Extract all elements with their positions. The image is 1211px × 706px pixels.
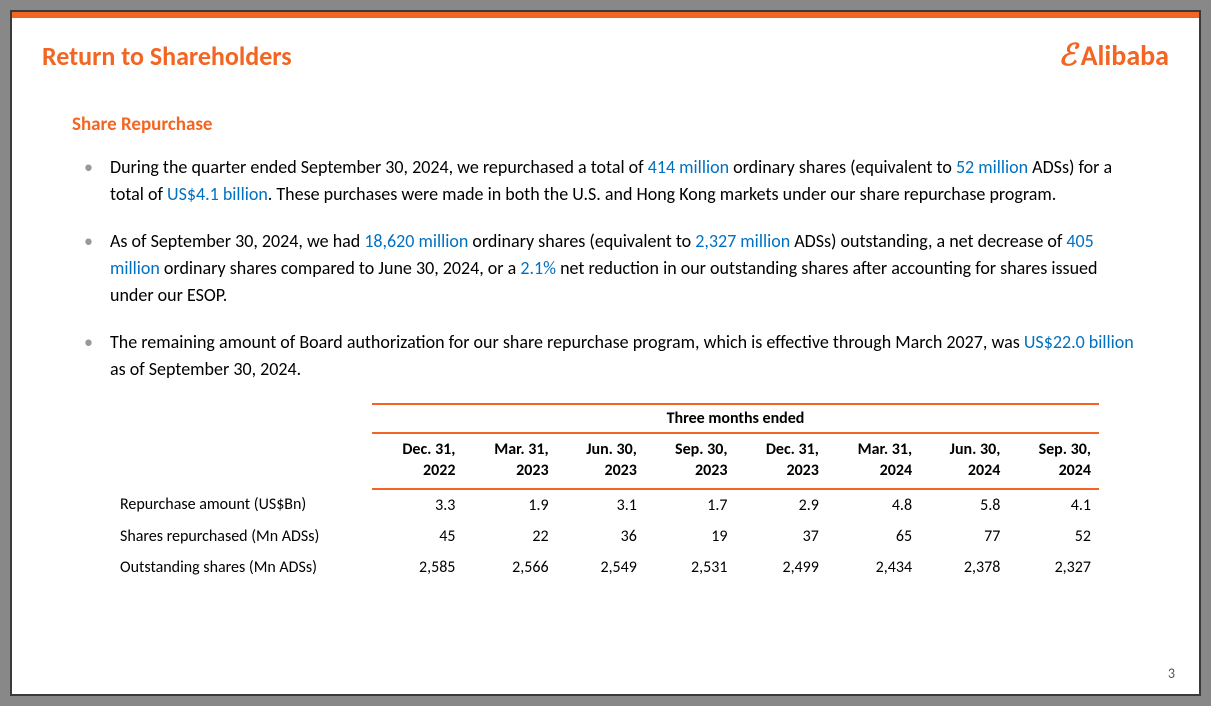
col-sep23: Sep. 30, 2023 <box>645 433 736 489</box>
table-row: Shares repurchased (Mn ADSs) 45 22 36 19… <box>112 521 1099 552</box>
table-row: Repurchase amount (US$Bn) 3.3 1.9 3.1 1.… <box>112 489 1099 521</box>
bullet-list: During the quarter ended September 30, 2… <box>72 154 1139 383</box>
highlight-4-1b: US$4.1 billion <box>167 183 268 205</box>
content: Share Repurchase During the quarter ende… <box>12 83 1199 583</box>
page-number: 3 <box>1168 665 1175 682</box>
bullet-2: As of September 30, 2024, we had 18,620 … <box>80 228 1139 309</box>
highlight-414m: 414 million <box>648 156 729 178</box>
row-label-outstanding: Outstanding shares (Mn ADSs) <box>112 552 372 583</box>
data-table-wrap: Three months ended Dec. 31, 2022 Mar. 31… <box>72 403 1139 583</box>
table-super-header: Three months ended <box>372 404 1099 433</box>
table-column-headers: Dec. 31, 2022 Mar. 31, 2023 Jun. 30, 202… <box>112 433 1099 489</box>
repurchase-table: Three months ended Dec. 31, 2022 Mar. 31… <box>112 403 1099 583</box>
table-super-header-row: Three months ended <box>112 404 1099 433</box>
table-blank-corner <box>112 404 372 433</box>
logo: ℰAlibaba <box>1058 38 1169 73</box>
highlight-2-1pct: 2.1% <box>520 257 556 279</box>
logo-icon: ℰ <box>1058 38 1076 73</box>
highlight-22b: US$22.0 billion <box>1024 331 1134 353</box>
table-blank-header <box>112 433 372 489</box>
col-jun23: Jun. 30, 2023 <box>557 433 645 489</box>
page-title: Return to Shareholders <box>42 40 292 72</box>
col-mar24: Mar. 31, 2024 <box>827 433 920 489</box>
row-label-shares: Shares repurchased (Mn ADSs) <box>112 521 372 552</box>
col-dec22: Dec. 31, 2022 <box>372 433 463 489</box>
slide: Return to Shareholders ℰAlibaba Share Re… <box>10 10 1201 696</box>
highlight-2327m: 2,327 million <box>695 230 790 252</box>
col-dec23: Dec. 31, 2023 <box>735 433 826 489</box>
col-mar23: Mar. 31, 2023 <box>463 433 556 489</box>
section-title: Share Repurchase <box>72 113 1139 136</box>
table-row: Outstanding shares (Mn ADSs) 2,585 2,566… <box>112 552 1099 583</box>
bullet-3: The remaining amount of Board authorizat… <box>80 329 1139 383</box>
bullet-1: During the quarter ended September 30, 2… <box>80 154 1139 208</box>
col-sep24: Sep. 30, 2024 <box>1008 433 1099 489</box>
highlight-18620m: 18,620 million <box>364 230 468 252</box>
table-body: Repurchase amount (US$Bn) 3.3 1.9 3.1 1.… <box>112 489 1099 583</box>
row-label-amount: Repurchase amount (US$Bn) <box>112 489 372 521</box>
logo-text: Alibaba <box>1081 38 1169 73</box>
col-jun24: Jun. 30, 2024 <box>920 433 1008 489</box>
highlight-52m: 52 million <box>956 156 1028 178</box>
header: Return to Shareholders ℰAlibaba <box>12 18 1199 83</box>
